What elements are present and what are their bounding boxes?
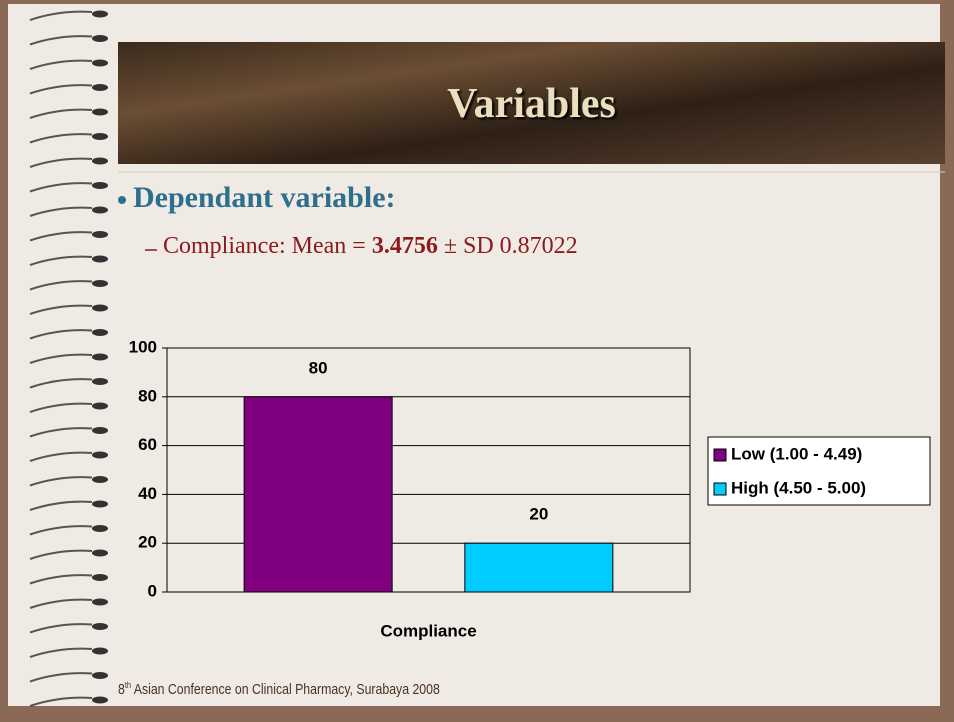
hole [92, 672, 108, 679]
hole [92, 549, 108, 557]
legend-swatch [713, 482, 727, 496]
ring [29, 427, 93, 438]
ring [29, 525, 93, 536]
ring [29, 182, 93, 193]
bar [243, 396, 393, 593]
hole [92, 500, 108, 508]
legend-label: Low (1.00 - 4.49) [731, 444, 862, 463]
ring [29, 549, 93, 560]
hole [92, 525, 108, 532]
hole [92, 10, 108, 18]
ring [29, 304, 93, 315]
hole [92, 623, 108, 630]
hole [92, 304, 108, 312]
hole [92, 280, 108, 287]
hole [92, 84, 108, 91]
footer: 8th Asian Conference on Clinical Pharmac… [118, 680, 440, 698]
text: th [124, 680, 132, 690]
y-tick-label: 60 [138, 435, 157, 454]
ring [29, 353, 93, 364]
hole [92, 598, 108, 606]
text: 3.4756 [371, 233, 438, 259]
text: 8 [118, 681, 125, 698]
ring [29, 108, 93, 119]
hole [92, 329, 108, 336]
bullet: Dependant variable: [133, 181, 396, 214]
ring [29, 574, 93, 585]
ring [29, 206, 93, 217]
hole [92, 206, 108, 214]
ring [29, 329, 93, 340]
ring [29, 696, 93, 707]
binding [29, 10, 108, 707]
y-tick-label: 0 [148, 581, 157, 600]
hole [92, 108, 108, 116]
legend [707, 436, 931, 506]
hole [92, 696, 108, 704]
ring [29, 378, 93, 389]
hole [92, 35, 108, 42]
ring [29, 84, 93, 95]
ring [29, 672, 93, 683]
ring [29, 500, 93, 511]
ring [29, 623, 93, 634]
text: ± SD 0.87022 [437, 233, 578, 259]
hole [92, 451, 108, 459]
hole [92, 402, 108, 410]
legend-swatch [713, 448, 727, 462]
hole [92, 476, 108, 483]
ring [29, 10, 93, 21]
ring [29, 231, 93, 242]
ring [29, 476, 93, 487]
ring [29, 280, 93, 291]
y-tick-label: 20 [138, 533, 157, 552]
ring [29, 59, 93, 70]
hole [92, 182, 108, 189]
slide-title: Variables [447, 81, 616, 127]
hole [92, 353, 108, 361]
hole [92, 133, 108, 140]
legend-label: High (4.50 - 5.00) [731, 478, 866, 497]
text: Compliance: Mean = [163, 233, 372, 259]
ring [29, 647, 93, 658]
ring [29, 157, 93, 168]
hole [92, 647, 108, 655]
hole [92, 574, 108, 581]
y-tick-label: 40 [138, 484, 157, 503]
ring [29, 255, 93, 266]
sub-bullet: Compliance: Mean = 3.4756 ± SD 0.87022 [163, 233, 578, 260]
hole [92, 231, 108, 238]
ring [29, 133, 93, 144]
x-tick-label: Compliance [380, 621, 476, 640]
data-label: 20 [529, 505, 548, 524]
bullet-dot [118, 196, 126, 204]
y-tick-label: 100 [129, 337, 157, 356]
hole [92, 255, 108, 263]
hole [92, 427, 108, 434]
ring [29, 451, 93, 462]
hole [92, 59, 108, 67]
y-tick-label: 80 [138, 386, 157, 405]
ring [29, 598, 93, 609]
ring [29, 35, 93, 46]
data-label: 80 [309, 358, 328, 377]
bar [464, 542, 614, 593]
ring [29, 402, 93, 413]
hole [92, 157, 108, 165]
title-banner [118, 42, 945, 164]
text: Asian Conference on Clinical Pharmacy, S… [131, 681, 440, 698]
hole [92, 378, 108, 385]
